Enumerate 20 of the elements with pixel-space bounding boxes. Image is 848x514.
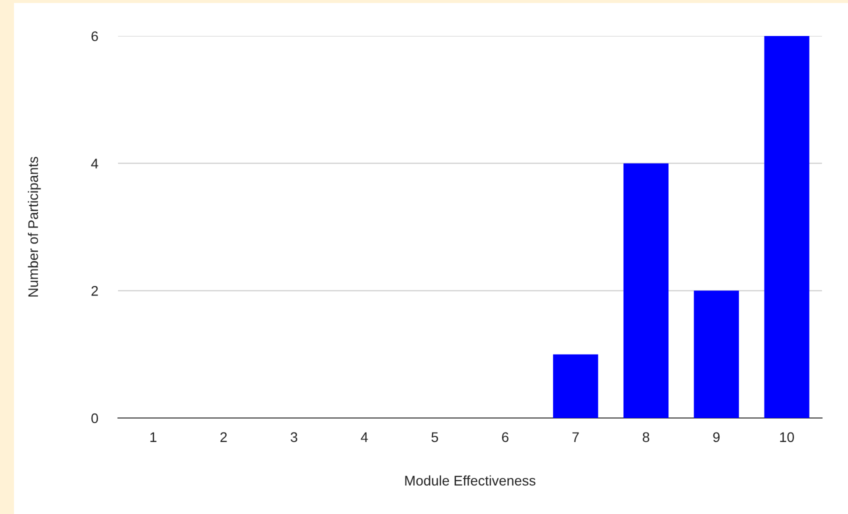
x-tick-label: 6 [502, 432, 508, 442]
x-tick-label: 1 [150, 432, 156, 442]
x-tick-label: 7 [572, 432, 579, 442]
x-tick-label: 2 [220, 432, 227, 442]
x-axis-title: Module Effectiveness [405, 475, 536, 486]
x-tick-label: 3 [290, 432, 298, 442]
y-tick-label: 6 [92, 31, 98, 42]
y-tick-label: 4 [91, 158, 98, 168]
bar [623, 163, 669, 418]
x-tick-label: 4 [360, 432, 368, 442]
y-tick-label: 0 [91, 413, 98, 424]
x-tick-label: 9 [713, 432, 720, 442]
y-tick-label: 2 [92, 286, 98, 296]
x-tick-label: 8 [642, 432, 650, 442]
y-axis-title: Number of Participants [28, 156, 41, 296]
bar [764, 36, 810, 418]
bar [553, 354, 598, 418]
x-tick-label: 5 [431, 432, 438, 442]
x-tick-label: 10 [780, 432, 794, 442]
bar [694, 290, 739, 418]
